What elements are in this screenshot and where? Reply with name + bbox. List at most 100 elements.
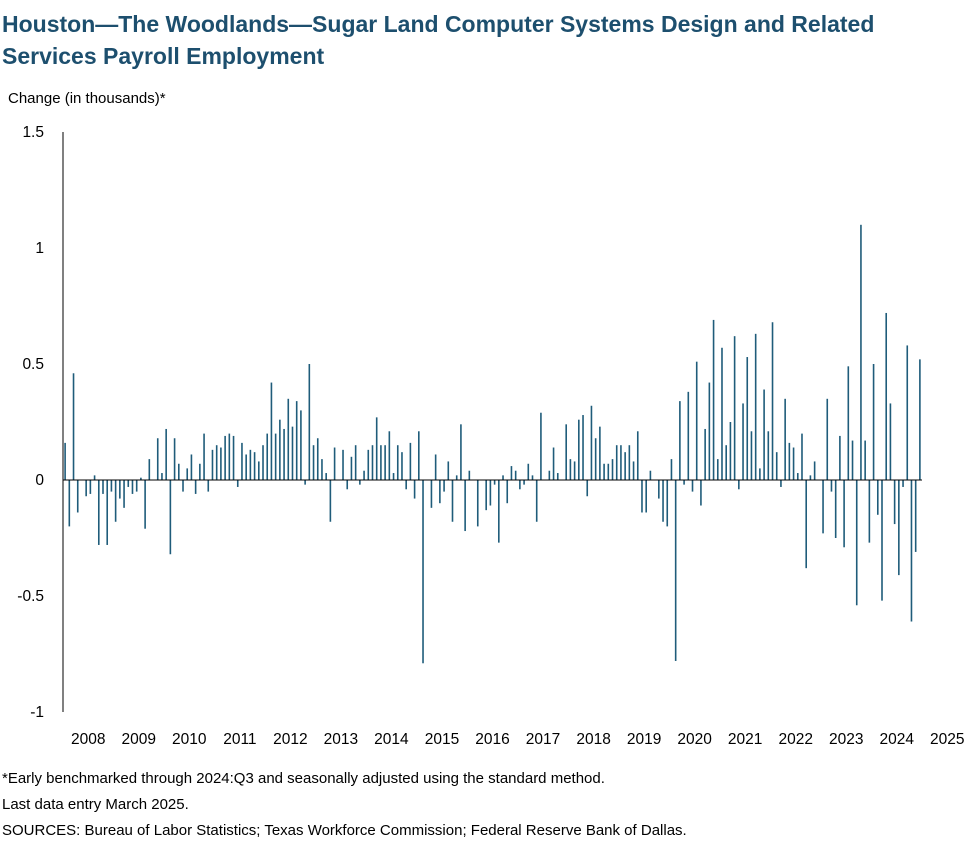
bar	[636, 431, 639, 480]
bar	[801, 433, 803, 480]
x-tick-label: 2019	[627, 731, 661, 748]
bar	[531, 475, 534, 480]
y-tick-label: 0	[35, 472, 44, 489]
bar	[889, 403, 892, 480]
bar	[805, 480, 807, 569]
bar	[199, 463, 201, 480]
bar	[93, 475, 96, 480]
bar	[359, 480, 361, 485]
bar	[110, 480, 113, 492]
x-tick-label: 2015	[425, 731, 459, 748]
bar	[679, 401, 681, 480]
x-tick-label: 2025	[930, 731, 964, 748]
bar	[384, 445, 386, 480]
bar	[72, 373, 75, 480]
bar	[670, 459, 673, 480]
bar	[203, 433, 205, 480]
bar	[329, 480, 332, 522]
bar	[738, 480, 740, 490]
bar	[207, 480, 210, 492]
bar	[140, 477, 142, 480]
bar	[439, 480, 441, 504]
bar	[468, 470, 471, 480]
bar	[119, 480, 121, 499]
bar	[556, 473, 559, 480]
bar	[342, 449, 344, 480]
bar	[283, 428, 285, 480]
bar	[350, 456, 353, 480]
bar	[434, 454, 437, 480]
bar	[582, 415, 584, 480]
bar	[85, 480, 87, 497]
bar	[220, 447, 222, 480]
bar	[333, 447, 336, 480]
bar	[872, 364, 875, 480]
bar	[430, 480, 433, 508]
bar	[102, 480, 104, 494]
bar	[514, 470, 517, 480]
bar	[902, 480, 904, 487]
bar	[89, 480, 92, 494]
bar	[485, 480, 487, 511]
bar	[266, 433, 269, 480]
bar	[148, 459, 151, 480]
x-tick-label: 2010	[172, 731, 207, 748]
bar	[771, 322, 774, 480]
bar	[763, 389, 765, 480]
bar	[173, 438, 176, 480]
bar	[649, 470, 652, 480]
bar	[708, 382, 711, 480]
bar	[279, 419, 281, 480]
bar	[603, 463, 605, 480]
y-axis-label: Change (in thousands)*	[8, 90, 166, 107]
x-tick-label: 2023	[829, 731, 863, 748]
bar	[683, 480, 685, 485]
bar	[106, 480, 109, 545]
bar	[704, 428, 706, 480]
bar	[893, 480, 896, 525]
bar	[527, 463, 530, 480]
bar	[868, 480, 871, 543]
bar	[232, 435, 235, 480]
bar	[548, 470, 551, 480]
bar	[662, 480, 664, 522]
bar	[535, 480, 538, 522]
bar-series	[64, 224, 921, 664]
bar	[822, 480, 824, 534]
bar	[114, 480, 117, 522]
bar	[249, 449, 252, 480]
bar	[165, 428, 167, 480]
bar	[906, 345, 909, 480]
bar	[788, 442, 791, 480]
bar	[186, 468, 189, 480]
bar	[586, 480, 589, 497]
bar	[443, 480, 445, 492]
bar	[354, 445, 357, 480]
bar	[607, 463, 610, 480]
bar	[321, 459, 323, 480]
bar	[552, 447, 555, 480]
bar	[645, 480, 647, 513]
bar	[464, 480, 466, 532]
x-tick-label: 2011	[223, 731, 256, 748]
bar	[380, 445, 382, 480]
bar	[860, 224, 862, 480]
bar	[392, 473, 395, 480]
bar	[190, 454, 193, 480]
bar	[876, 480, 879, 515]
bar	[194, 480, 197, 494]
bar	[851, 440, 854, 480]
bar	[502, 475, 504, 480]
bar	[523, 480, 525, 485]
bar	[169, 480, 172, 555]
bar	[721, 347, 723, 480]
bar	[211, 449, 214, 480]
bar	[510, 466, 513, 480]
bar	[910, 480, 913, 622]
bar	[885, 312, 888, 480]
bar	[784, 398, 786, 480]
bar	[367, 449, 370, 480]
bar	[569, 459, 572, 480]
bar	[775, 452, 778, 480]
bar	[628, 445, 631, 480]
